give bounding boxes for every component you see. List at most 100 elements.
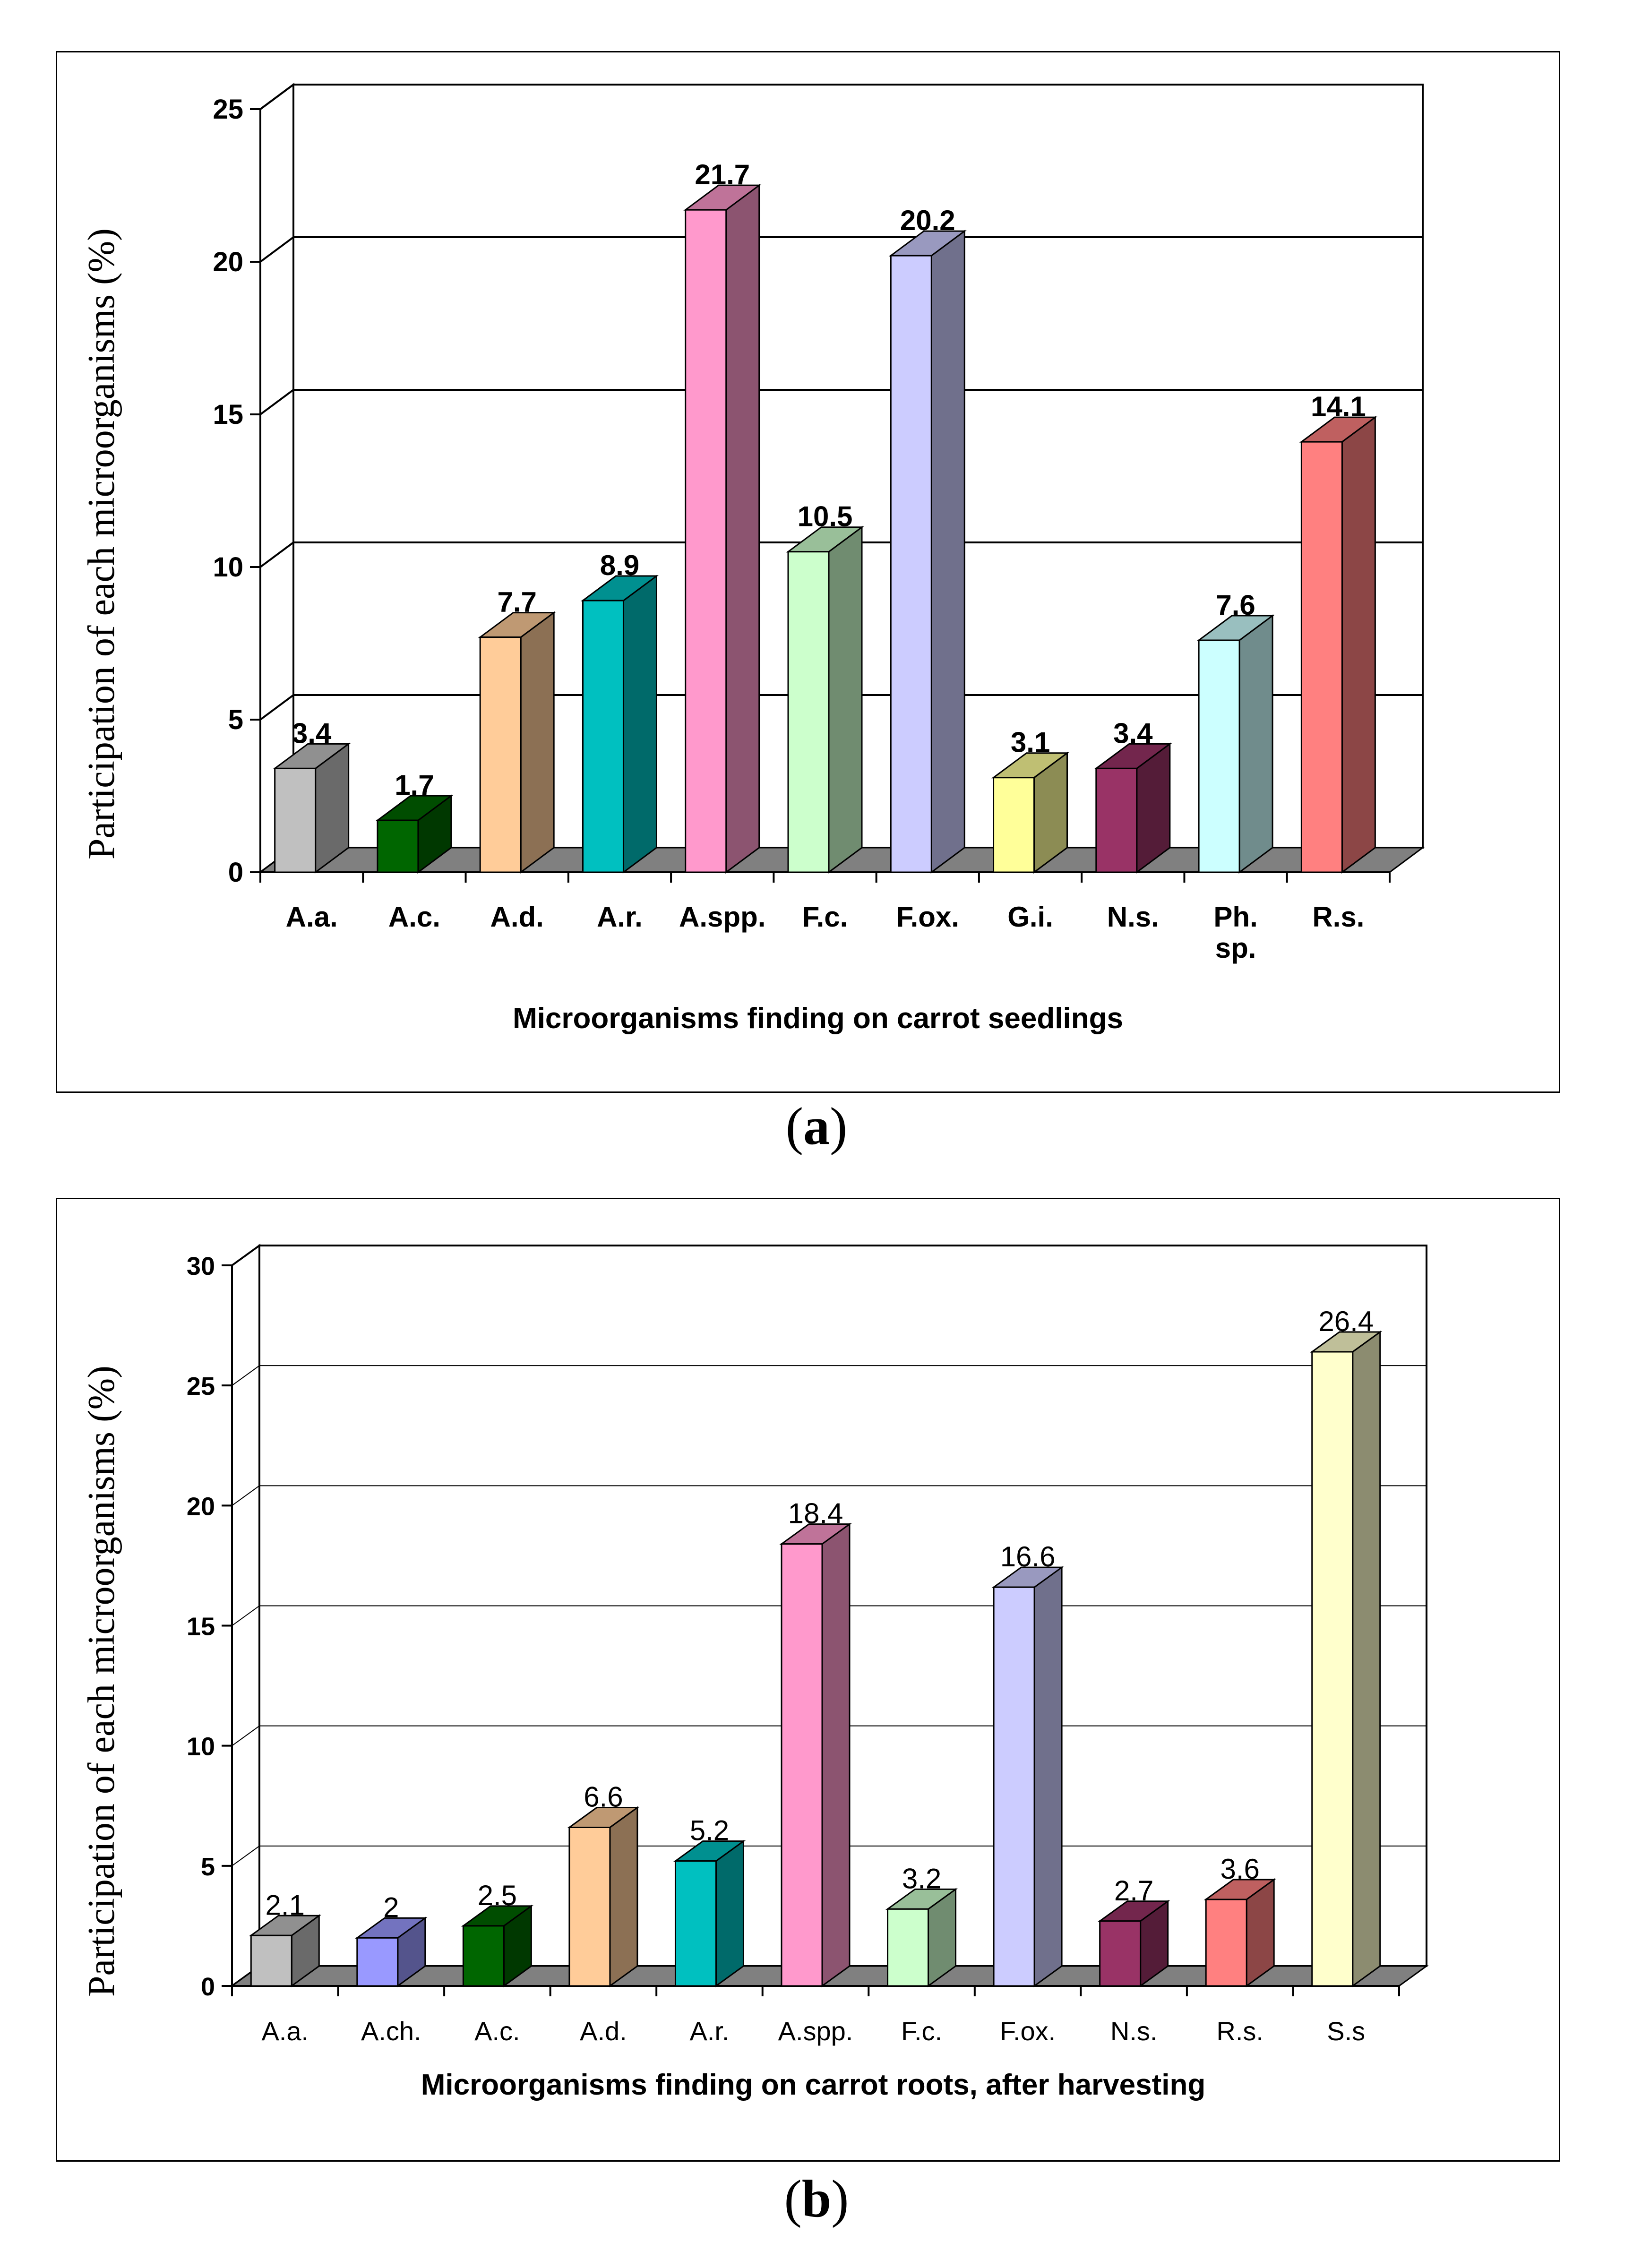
x-tick-label-line: R.s. xyxy=(1312,901,1364,933)
x-tick-label-line: A.d. xyxy=(580,2016,627,2046)
bar-8 xyxy=(1094,742,1172,874)
data-label: 10.5 xyxy=(798,501,853,533)
bar xyxy=(674,1860,717,1987)
bar xyxy=(887,1908,929,1987)
data-label: 5.2 xyxy=(690,1815,729,1847)
y-tick-label: 25 xyxy=(213,94,243,125)
data-label: 21.7 xyxy=(695,159,750,190)
x-tick-label-line: A.a. xyxy=(286,901,338,933)
data-label: 2.7 xyxy=(1114,1875,1153,1907)
bar xyxy=(1095,767,1138,873)
x-tick-label: A.c. xyxy=(474,2016,520,2046)
data-label: 1.7 xyxy=(395,769,434,801)
bar xyxy=(1205,1899,1247,1987)
bar-side xyxy=(1033,1566,1063,1987)
bar xyxy=(685,209,727,873)
bar-9 xyxy=(1203,1878,1276,1987)
bar-4 xyxy=(673,1839,746,1987)
data-label: 3.1 xyxy=(1011,727,1050,758)
x-tick-label: F.c. xyxy=(901,2016,942,2046)
x-tick-label-line: A.r. xyxy=(597,901,643,933)
x-tick-label-line: sp. xyxy=(1215,932,1256,964)
x-tick-label-line: A.spp. xyxy=(679,901,765,933)
y-tick-label: 5 xyxy=(228,704,243,735)
bar-side xyxy=(725,184,760,874)
data-label: 2.5 xyxy=(478,1880,517,1911)
bar xyxy=(568,1827,611,1987)
bar xyxy=(1311,1351,1354,1987)
x-tick-label-line: Ph. xyxy=(1213,901,1257,933)
bar-2 xyxy=(461,1904,533,1987)
x-tick-label: A.r. xyxy=(689,2016,729,2046)
data-label: 3.4 xyxy=(292,717,332,749)
bar-0 xyxy=(249,1914,321,1987)
x-axis-title: Microorganisms finding on carrot roots, … xyxy=(421,2069,1205,2101)
bar-8 xyxy=(1098,1899,1170,1987)
gridline-side xyxy=(232,1846,260,1866)
x-tick-label-line: A.a. xyxy=(261,2016,309,2046)
bar-1 xyxy=(375,794,454,874)
y-tick-label: 20 xyxy=(187,1492,215,1521)
data-label: 7.6 xyxy=(1216,589,1255,621)
x-tick-label: A.r. xyxy=(597,901,643,933)
data-label: 7.7 xyxy=(497,586,536,618)
x-axis-title: Microorganisms finding on carrot seedlin… xyxy=(513,1002,1123,1035)
x-tick-label: A.ch. xyxy=(361,2016,421,2046)
x-tick-label: G.i. xyxy=(1007,901,1053,933)
data-label: 14.1 xyxy=(1311,391,1366,422)
chart-panel-a: 0 5 10 15 20 25 A.a. A.c. A.d. A.r. A.spp. F.c. F.ox… xyxy=(56,51,1560,1093)
chart-a-svg: 0 5 10 15 20 25 A.a. A.c. A.d. A.r. A.spp. F.c. F.ox… xyxy=(81,83,1425,1035)
bar-side xyxy=(609,1806,638,1987)
bar-side xyxy=(930,230,965,874)
bar-6 xyxy=(888,230,967,874)
bar-side xyxy=(1238,614,1273,874)
bar-9 xyxy=(1196,614,1275,874)
x-tick-label-line: A.r. xyxy=(689,2016,729,2046)
x-tick-label: A.spp. xyxy=(778,2016,853,2046)
gridline-side xyxy=(259,389,294,415)
chart-side-wall xyxy=(259,83,294,874)
x-tick-label-line: G.i. xyxy=(1007,901,1053,933)
caption-a: (a) xyxy=(785,1097,848,1156)
gridline-side xyxy=(232,1485,260,1506)
x-tick-label: A.spp. xyxy=(679,901,765,933)
x-tick-label: Ph. sp. xyxy=(1213,901,1257,964)
bar xyxy=(1198,639,1240,873)
x-tick-label: A.d. xyxy=(490,901,544,933)
y-tick-label: 15 xyxy=(187,1613,215,1641)
bar-10 xyxy=(1310,1331,1383,1987)
y-tick-label: 20 xyxy=(213,247,243,277)
x-tick-label-line: F.ox. xyxy=(896,901,959,933)
bar-7 xyxy=(991,751,1070,874)
bar xyxy=(274,767,317,873)
x-tick-label-line: A.c. xyxy=(388,901,440,933)
x-tick-label: S.s xyxy=(1327,2016,1365,2046)
y-tick-label: 15 xyxy=(213,399,243,430)
x-tick-label-line: F.c. xyxy=(901,2016,942,2046)
chart-panel-b: 0 5 10 15 20 25 30 A.a. A.ch. A.c. A.d. A.r. A.spp. F… xyxy=(56,1198,1560,2162)
bar-side xyxy=(1352,1331,1381,1987)
gridline-side xyxy=(232,1725,260,1746)
bar xyxy=(787,551,830,873)
x-tick-label-line: A.spp. xyxy=(778,2016,853,2046)
bar-6 xyxy=(885,1888,958,1987)
bar xyxy=(1300,441,1343,873)
x-tick-label: A.a. xyxy=(286,901,338,933)
x-tick-label-line: A.d. xyxy=(490,901,544,933)
x-tick-label-line: F.ox. xyxy=(1000,2016,1056,2046)
x-tick-label: F.ox. xyxy=(1000,2016,1056,2046)
data-label: 16.6 xyxy=(1000,1541,1056,1572)
bar xyxy=(993,1586,1035,1987)
x-tick-label: F.ox. xyxy=(896,901,959,933)
bar-side xyxy=(520,611,555,874)
bar-side xyxy=(828,525,863,874)
gridline-side xyxy=(232,1365,260,1386)
data-label: 3.6 xyxy=(1220,1853,1259,1885)
y-tick-label: 10 xyxy=(213,552,243,583)
gridline-side xyxy=(259,236,294,263)
x-tick-label-line: S.s xyxy=(1327,2016,1365,2046)
bar xyxy=(462,1925,505,1987)
y-tick-label: 25 xyxy=(187,1372,215,1400)
x-tick-label: R.s. xyxy=(1216,2016,1263,2046)
x-tick-label-line: N.s. xyxy=(1110,2016,1158,2046)
